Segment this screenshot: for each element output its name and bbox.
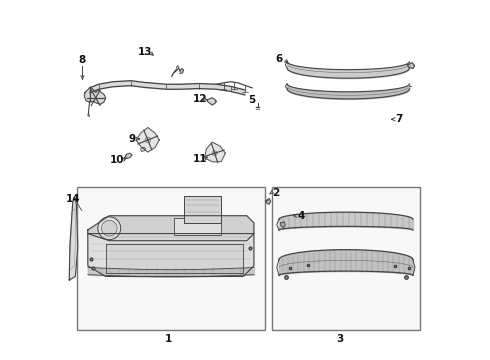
Polygon shape bbox=[125, 153, 132, 158]
Polygon shape bbox=[281, 222, 285, 228]
Text: 1: 1 bbox=[165, 334, 172, 344]
Text: 5: 5 bbox=[248, 95, 256, 105]
Bar bbox=[174, 217, 220, 235]
Circle shape bbox=[98, 217, 121, 240]
Bar bbox=[272, 187, 420, 330]
Polygon shape bbox=[180, 68, 184, 73]
Bar bbox=[184, 196, 220, 223]
Text: 13: 13 bbox=[138, 47, 152, 57]
Text: 12: 12 bbox=[193, 94, 207, 104]
Text: 2: 2 bbox=[272, 188, 280, 198]
Polygon shape bbox=[408, 63, 415, 68]
Text: 8: 8 bbox=[79, 55, 86, 65]
Text: 14: 14 bbox=[66, 194, 80, 204]
Text: 7: 7 bbox=[395, 114, 403, 124]
Polygon shape bbox=[88, 216, 254, 241]
Polygon shape bbox=[69, 198, 78, 280]
Text: 3: 3 bbox=[336, 334, 343, 344]
Text: 6: 6 bbox=[275, 54, 283, 64]
Text: 9: 9 bbox=[128, 134, 135, 144]
Polygon shape bbox=[106, 244, 243, 273]
Polygon shape bbox=[141, 147, 146, 152]
Polygon shape bbox=[84, 87, 106, 104]
Polygon shape bbox=[207, 98, 217, 105]
Circle shape bbox=[145, 137, 151, 143]
Polygon shape bbox=[266, 199, 270, 204]
Bar bbox=[77, 187, 265, 330]
Text: 11: 11 bbox=[193, 154, 207, 163]
Polygon shape bbox=[205, 142, 225, 162]
Polygon shape bbox=[136, 127, 159, 152]
Text: 10: 10 bbox=[110, 156, 125, 165]
Circle shape bbox=[101, 220, 117, 236]
Circle shape bbox=[212, 151, 217, 156]
Polygon shape bbox=[88, 234, 254, 276]
Polygon shape bbox=[90, 81, 245, 95]
Text: 4: 4 bbox=[298, 211, 305, 221]
